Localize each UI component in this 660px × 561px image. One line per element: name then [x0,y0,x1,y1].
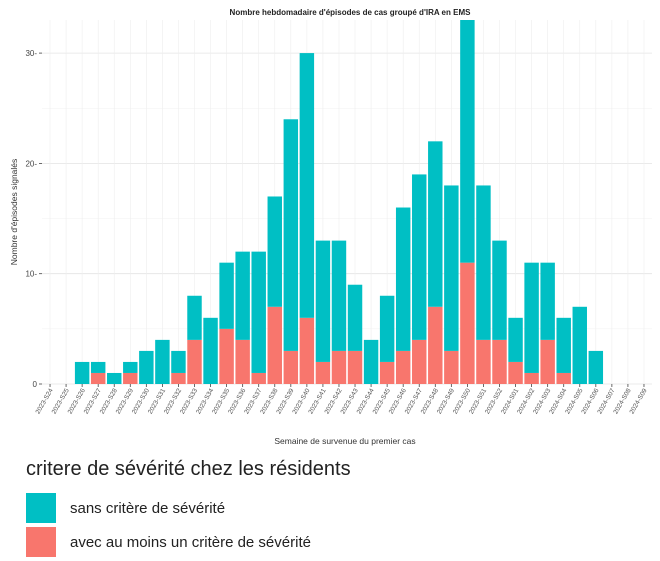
bar-severe [556,372,571,384]
bar-severe [235,339,250,384]
bar-severe [476,339,491,384]
bar-non-severe [283,119,299,351]
bar-non-severe [123,361,138,373]
bar-non-severe [171,350,186,373]
bar-severe [492,339,507,384]
bar-non-severe [412,174,427,340]
bars [74,20,604,384]
bar-non-severe [347,284,363,351]
bar-non-severe [299,53,315,318]
bar-non-severe [476,185,491,340]
y-axis: 0 10- 20- 30- [25,49,42,389]
legend: critere de sévérité chez les résidents s… [26,458,351,561]
bar-severe [412,339,427,384]
bar-severe [428,306,443,384]
bar-non-severe [90,361,106,373]
bar-non-severe [460,20,475,263]
chart-title: Nombre hebdomadaire d'épisodes de cas gr… [230,8,472,17]
bar-non-severe [540,262,555,340]
bar-non-severe [187,295,202,340]
legend-label-sans-critere: sans critère de sévérité [70,499,226,517]
y-tick-label: 10- [25,270,37,279]
bar-severe [219,328,234,384]
bar-severe [283,350,299,384]
bar-non-severe [107,372,122,384]
bar-severe [299,317,315,384]
bar-severe [251,372,266,384]
legend-swatch-sans-critere [26,493,56,523]
bar-severe [524,372,539,384]
bar-non-severe [492,240,507,340]
x-axis-label: Semaine de survenue du premier cas [274,436,415,446]
bar-non-severe [139,350,154,384]
bar-non-severe [395,207,411,351]
bar-non-severe [74,361,90,384]
legend-label-avec-critere: avec au moins un critère de sévérité [70,533,311,551]
y-tick-label: 30- [25,49,37,58]
bar-non-severe [428,141,443,307]
bar-severe [315,361,331,384]
bar-severe [123,372,138,384]
bar-non-severe [588,350,604,384]
bar-severe [395,350,411,384]
legend-item-sans-critere: sans critère de sévérité [26,493,351,523]
bar-non-severe [572,306,587,384]
bar-chart: Nombre hebdomadaire d'épisodes de cas gr… [9,8,652,446]
bar-non-severe [363,339,379,384]
bar-non-severe [235,251,250,340]
bar-severe [444,350,459,384]
y-axis-label: Nombre d'épisodes signalés [9,159,19,266]
bar-severe [540,339,555,384]
legend-item-avec-critere: avec au moins un critère de sévérité [26,527,351,557]
bar-non-severe [219,262,234,329]
bar-non-severe [444,185,459,351]
bar-severe [90,372,106,384]
bar-severe [508,361,523,384]
y-tick-label: 0 [33,380,38,389]
bar-non-severe [251,251,266,373]
bar-non-severe [155,339,170,384]
bar-non-severe [331,240,347,351]
bar-severe [331,350,347,384]
bar-non-severe [508,317,523,362]
bar-severe [379,361,395,384]
bar-severe [171,372,186,384]
bar-non-severe [267,196,282,307]
bar-non-severe [315,240,331,362]
bar-severe [187,339,202,384]
y-tick-label: 20- [25,159,37,168]
bar-severe [267,306,282,384]
bar-non-severe [524,262,539,373]
legend-title: critere de sévérité chez les résidents [26,458,351,480]
bar-severe [347,350,363,384]
bar-non-severe [556,317,571,373]
bar-non-severe [379,295,395,362]
x-axis: 2023-S242023-S252023-S262023-S272023-S28… [35,384,649,415]
bar-severe [460,262,475,384]
legend-swatch-avec-critere [26,527,56,557]
bar-non-severe [203,317,218,384]
